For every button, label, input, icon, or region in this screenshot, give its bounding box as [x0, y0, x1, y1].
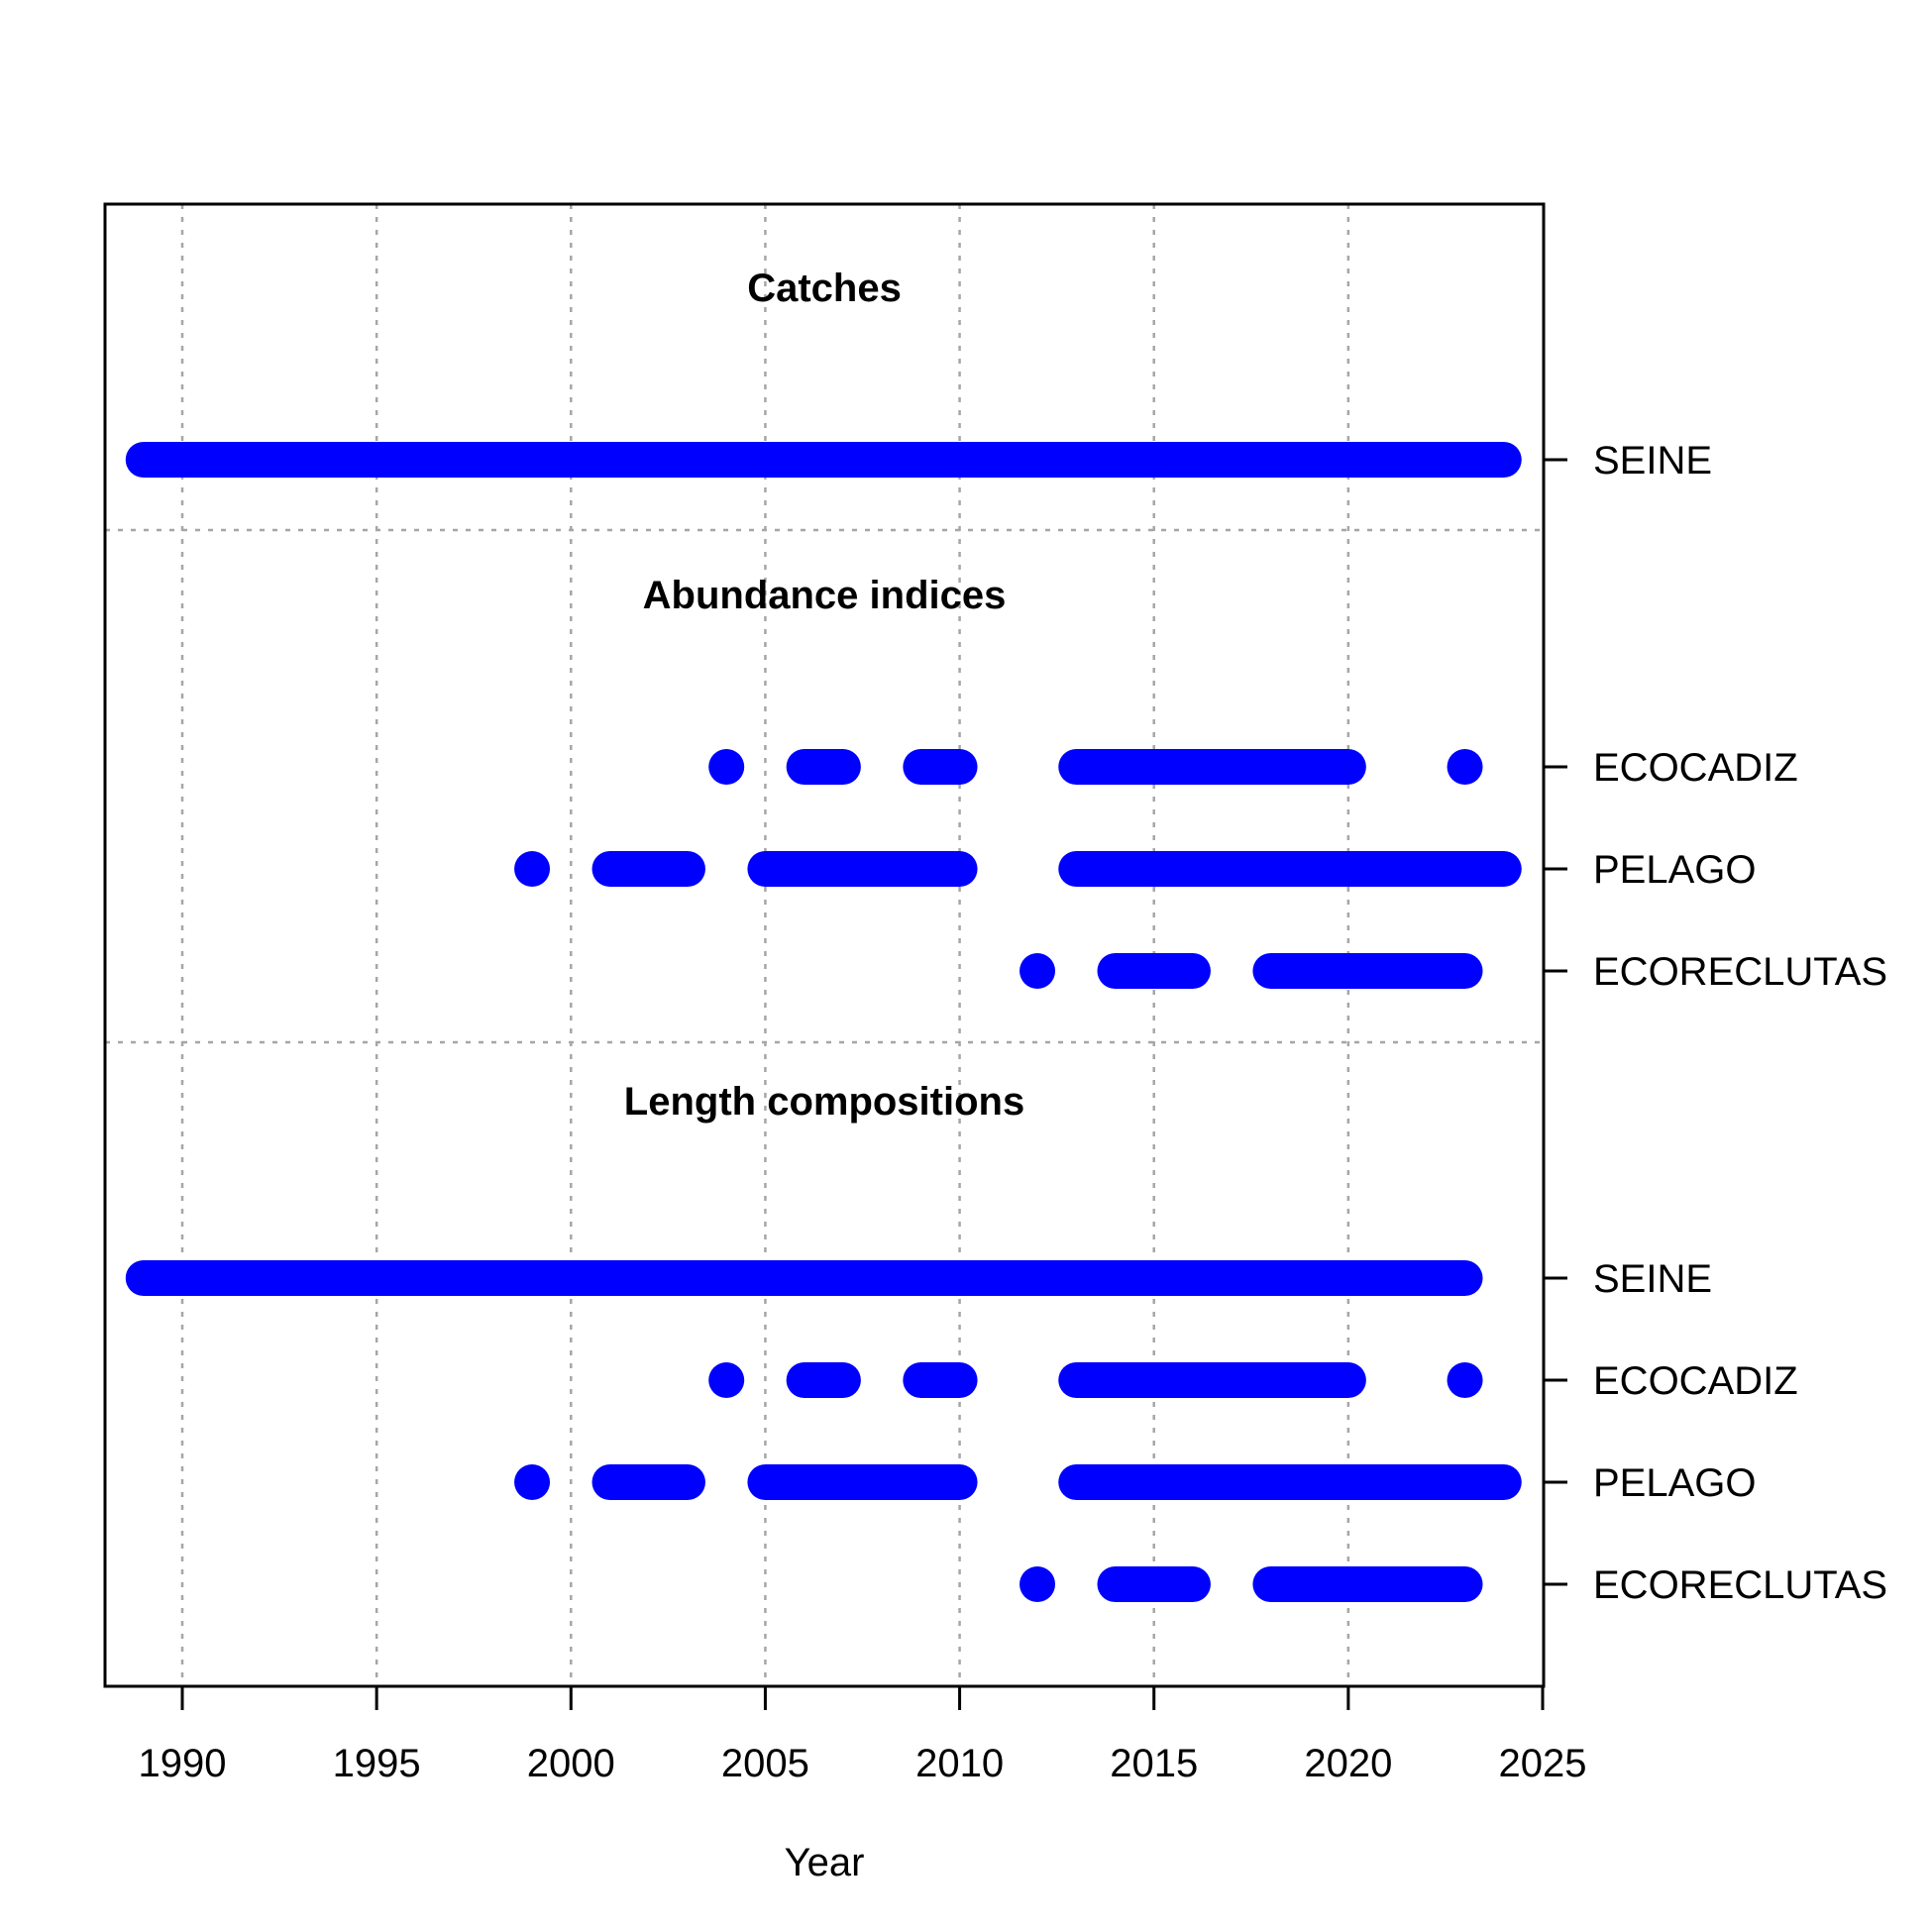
row-label: SEINE	[1593, 439, 1712, 483]
data-point	[708, 1362, 745, 1398]
x-tick-label: 2000	[527, 1742, 615, 1785]
section-title: Catches	[747, 267, 902, 310]
row-label: PELAGO	[1593, 1461, 1757, 1505]
data-point	[1020, 1566, 1056, 1602]
section-title: Length compositions	[624, 1080, 1024, 1124]
x-tick-label: 1990	[139, 1742, 227, 1785]
data-point	[514, 1464, 551, 1500]
row-label: ECOCADIZ	[1593, 746, 1798, 790]
data-point	[708, 749, 745, 785]
x-axis-title: Year	[785, 1841, 865, 1884]
data-point	[1020, 953, 1056, 989]
axis-layer: SEINE ECOCADIZ PELAGO ECORECLUTAS SEINE ECOCA…	[139, 439, 1888, 1785]
marks-layer: Catches Abundance indices Length compositi…	[125, 267, 1522, 1602]
x-tick-label: 2020	[1304, 1742, 1392, 1785]
row-label: ECORECLUTAS	[1593, 950, 1887, 994]
row-label: ECORECLUTAS	[1593, 1563, 1887, 1607]
grid-layer	[105, 204, 1544, 1686]
x-tick-label: 2005	[721, 1742, 809, 1785]
data-point	[514, 851, 551, 887]
row-label: SEINE	[1593, 1257, 1712, 1301]
row-label: ECOCADIZ	[1593, 1359, 1798, 1403]
x-tick-label: 2010	[915, 1742, 1004, 1785]
x-tick-label: 2025	[1499, 1742, 1587, 1785]
x-tick-label: 2015	[1110, 1742, 1198, 1785]
plot-frame	[103, 202, 1546, 1688]
section-title: Abundance indices	[643, 574, 1007, 617]
row-label: PELAGO	[1593, 848, 1757, 892]
data-point	[1447, 1362, 1483, 1398]
data-point	[1447, 749, 1483, 785]
x-tick-label: 1995	[333, 1742, 421, 1785]
